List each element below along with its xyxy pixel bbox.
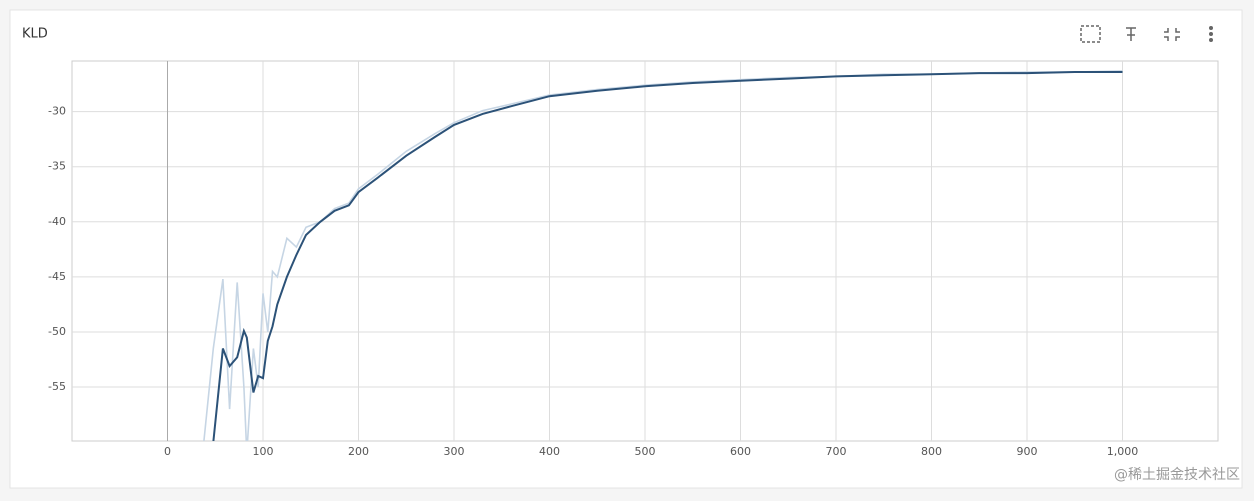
menu-icon[interactable]: [1209, 26, 1213, 42]
y-tick-label: -35: [48, 160, 66, 173]
chart-title: KLD: [22, 27, 48, 42]
x-tick-label: 900: [1017, 445, 1038, 458]
x-tick-label: 600: [730, 445, 751, 458]
x-tick-label: 400: [539, 445, 560, 458]
y-tick-label: -45: [48, 270, 66, 283]
toolbar: [1080, 25, 1213, 43]
card: [9, 9, 1243, 489]
pin-icon[interactable]: [1126, 27, 1136, 41]
y-tick-label: -55: [48, 380, 66, 393]
x-tick-label: 0: [164, 445, 171, 458]
x-tick-label: 300: [444, 445, 465, 458]
collapse-icon[interactable]: [1164, 28, 1180, 41]
x-tick-label: 200: [348, 445, 369, 458]
watermark: @稀土掘金技术社区: [1114, 467, 1240, 483]
y-tick-label: -40: [48, 215, 66, 228]
x-tick-label: 100: [253, 445, 274, 458]
y-tick-label: -50: [48, 325, 66, 338]
series-line: [212, 71, 1123, 441]
x-tick-label: 700: [826, 445, 847, 458]
x-tick-label: 500: [635, 445, 656, 458]
y-tick-label: -30: [48, 105, 66, 118]
x-tick-label: 800: [921, 445, 942, 458]
x-tick-label: 1,000: [1107, 445, 1139, 458]
fit-icon[interactable]: [1080, 25, 1101, 43]
